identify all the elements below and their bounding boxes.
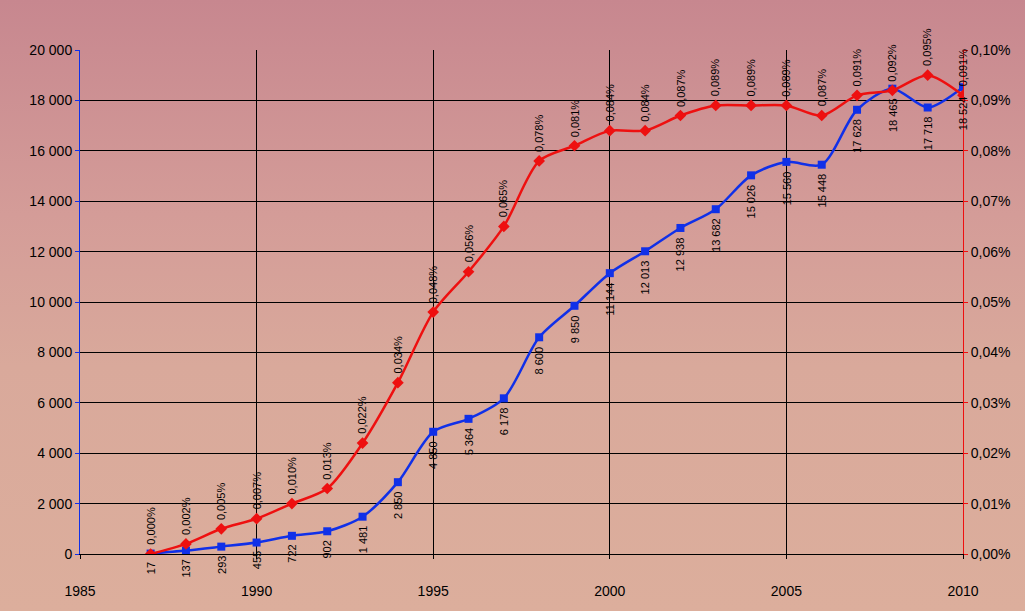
- svg-text:0,022%: 0,022%: [356, 396, 368, 434]
- svg-text:0,03%: 0,03%: [971, 395, 1011, 411]
- svg-text:902: 902: [321, 540, 333, 558]
- svg-text:0,000%: 0,000%: [145, 507, 157, 545]
- svg-text:1995: 1995: [418, 583, 449, 599]
- svg-text:12 013: 12 013: [639, 261, 651, 295]
- svg-text:455: 455: [251, 551, 263, 569]
- svg-text:0,084%: 0,084%: [604, 84, 616, 122]
- svg-text:12 938: 12 938: [674, 238, 686, 272]
- svg-text:0,07%: 0,07%: [971, 193, 1011, 209]
- svg-text:8 600: 8 600: [533, 347, 545, 375]
- svg-text:0,005%: 0,005%: [215, 483, 227, 521]
- svg-text:0,08%: 0,08%: [971, 143, 1011, 159]
- svg-text:0,087%: 0,087%: [816, 69, 828, 107]
- svg-text:4 000: 4 000: [37, 445, 72, 461]
- svg-text:0,010%: 0,010%: [286, 457, 298, 495]
- svg-text:0,00%: 0,00%: [971, 546, 1011, 562]
- svg-text:0,034%: 0,034%: [392, 336, 404, 374]
- svg-text:17 718: 17 718: [922, 117, 934, 151]
- svg-text:0,013%: 0,013%: [321, 442, 333, 480]
- svg-text:8 000: 8 000: [37, 344, 72, 360]
- svg-text:0,092%: 0,092%: [886, 44, 898, 82]
- svg-text:11 144: 11 144: [604, 283, 616, 316]
- svg-text:20 000: 20 000: [29, 42, 72, 58]
- svg-text:0,04%: 0,04%: [971, 344, 1011, 360]
- svg-text:14 000: 14 000: [29, 193, 72, 209]
- svg-text:0,007%: 0,007%: [251, 472, 263, 510]
- svg-text:0,02%: 0,02%: [971, 445, 1011, 461]
- svg-text:0,078%: 0,078%: [533, 115, 545, 153]
- svg-text:0,06%: 0,06%: [971, 244, 1011, 260]
- svg-text:2000: 2000: [594, 583, 625, 599]
- svg-text:0,056%: 0,056%: [463, 225, 475, 263]
- svg-text:0,10%: 0,10%: [971, 42, 1011, 58]
- svg-text:1985: 1985: [64, 583, 95, 599]
- svg-text:17 628: 17 628: [851, 119, 863, 153]
- svg-text:15 026: 15 026: [745, 185, 757, 219]
- svg-text:0,048%: 0,048%: [427, 266, 439, 304]
- svg-text:18 524: 18 524: [957, 97, 969, 131]
- svg-text:0: 0: [64, 546, 72, 562]
- svg-text:0,081%: 0,081%: [569, 100, 581, 138]
- svg-text:13 682: 13 682: [710, 218, 722, 252]
- svg-text:1 481: 1 481: [357, 526, 369, 554]
- svg-text:0,01%: 0,01%: [971, 496, 1011, 512]
- svg-text:2005: 2005: [771, 583, 802, 599]
- svg-text:0,089%: 0,089%: [745, 59, 757, 97]
- svg-text:0,084%: 0,084%: [639, 84, 651, 122]
- svg-text:2 000: 2 000: [37, 496, 72, 512]
- svg-text:15 560: 15 560: [781, 172, 793, 206]
- svg-text:0,091%: 0,091%: [957, 49, 969, 87]
- svg-text:1990: 1990: [241, 583, 272, 599]
- svg-text:0,065%: 0,065%: [497, 180, 509, 218]
- svg-text:6 000: 6 000: [37, 395, 72, 411]
- svg-text:18 000: 18 000: [29, 92, 72, 108]
- svg-text:0,089%: 0,089%: [780, 59, 792, 97]
- svg-text:4 850: 4 850: [427, 441, 439, 469]
- svg-text:0,087%: 0,087%: [675, 69, 687, 107]
- svg-text:15 448: 15 448: [816, 174, 828, 208]
- svg-text:18 465: 18 465: [887, 98, 899, 132]
- svg-text:0,089%: 0,089%: [709, 59, 721, 97]
- svg-text:0,002%: 0,002%: [180, 497, 192, 535]
- svg-text:2010: 2010: [947, 583, 978, 599]
- svg-text:17: 17: [145, 562, 157, 574]
- svg-text:10 000: 10 000: [29, 294, 72, 310]
- svg-text:16 000: 16 000: [29, 143, 72, 159]
- svg-text:0,095%: 0,095%: [921, 28, 933, 66]
- svg-text:293: 293: [216, 556, 228, 574]
- svg-text:6 178: 6 178: [498, 408, 510, 436]
- svg-text:0,05%: 0,05%: [971, 294, 1011, 310]
- svg-text:0,09%: 0,09%: [971, 92, 1011, 108]
- svg-text:5 364: 5 364: [463, 428, 475, 456]
- svg-text:722: 722: [286, 544, 298, 562]
- svg-text:137: 137: [180, 559, 192, 577]
- svg-text:0,091%: 0,091%: [851, 49, 863, 87]
- svg-text:9 850: 9 850: [569, 316, 581, 344]
- svg-text:2 850: 2 850: [392, 492, 404, 520]
- svg-text:12 000: 12 000: [29, 244, 72, 260]
